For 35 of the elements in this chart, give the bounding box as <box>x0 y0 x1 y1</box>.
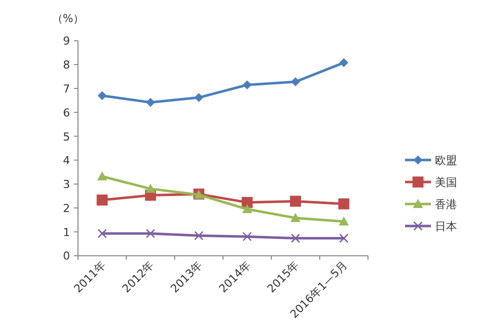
legend-label: 日本 <box>435 220 457 233</box>
point <box>146 228 156 238</box>
y-tick-label: 9 <box>63 34 70 48</box>
point <box>194 93 204 102</box>
y-axis-title: （%） <box>52 12 84 25</box>
point <box>146 184 156 193</box>
point <box>242 232 252 242</box>
point <box>339 234 348 243</box>
point <box>290 196 301 207</box>
y-tick-label: 2 <box>63 202 70 215</box>
point <box>290 212 300 222</box>
point <box>338 198 350 210</box>
point <box>96 194 108 206</box>
y-tick-label: 1 <box>63 226 70 239</box>
point <box>242 80 252 90</box>
point <box>98 228 107 238</box>
legend-label: 美国 <box>435 176 457 189</box>
y-tick-label: 6 <box>63 106 70 120</box>
y-tick-label: 7 <box>63 82 70 96</box>
point <box>194 230 204 240</box>
y-tick-label: 4 <box>63 154 70 168</box>
legend-label: 香港 <box>435 198 457 211</box>
point <box>97 171 108 180</box>
y-tick-label: 5 <box>63 130 70 144</box>
y-tick-label: 0 <box>63 250 70 263</box>
point <box>339 58 348 68</box>
point <box>146 98 155 107</box>
y-tick-label: 3 <box>63 178 70 192</box>
point <box>338 216 349 226</box>
point <box>98 91 107 100</box>
point <box>290 234 300 243</box>
y-tick-label: 8 <box>63 58 70 72</box>
point <box>242 204 252 214</box>
legend-label: 欧盟 <box>435 154 457 167</box>
point <box>291 77 300 86</box>
